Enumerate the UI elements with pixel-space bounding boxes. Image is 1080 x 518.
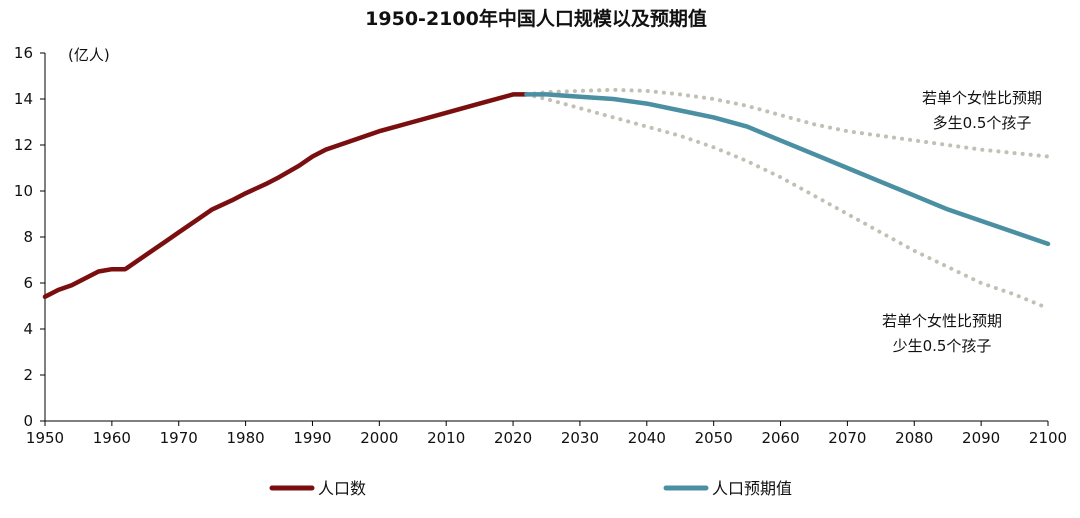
- y-tick-label: 16: [14, 44, 33, 62]
- x-tick-label: 2100: [1029, 429, 1067, 447]
- x-tick-label: 1950: [26, 429, 64, 447]
- annotation-high: 若单个女性比预期 多生0.5个孩子: [922, 89, 1042, 132]
- x-tick-label: 2010: [427, 429, 465, 447]
- low-fertility-scenario-line: [524, 92, 1050, 311]
- y-axis-ticks: 0 2 4 6 8 10 12 14 16: [14, 44, 45, 430]
- y-tick-label: 14: [14, 90, 33, 108]
- x-tick-label: 2060: [761, 429, 799, 447]
- annotation-high-line2: 多生0.5个孩子: [933, 114, 1032, 132]
- legend: 人口数 人口预期值: [269, 479, 792, 498]
- legend-label-population: 人口数: [318, 479, 366, 498]
- x-tick-label: 2080: [895, 429, 933, 447]
- population-series-line: [42, 92, 529, 300]
- series-layer: [42, 87, 1051, 311]
- x-tick-label: 2000: [360, 429, 398, 447]
- annotation-low-line2: 少生0.5个孩子: [893, 337, 992, 355]
- chart-title: 1950-2100年中国人口规模以及预期值: [365, 7, 707, 30]
- annotation-high-line1: 若单个女性比预期: [922, 89, 1042, 107]
- x-tick-label: 2030: [561, 429, 599, 447]
- x-tick-label: 1990: [293, 429, 331, 447]
- x-axis-ticks: 1950 1960 1970 1980 1990 2000 2010 2020 2030 2040…: [26, 421, 1067, 447]
- y-tick-label: 10: [14, 182, 33, 200]
- annotation-low-line1: 若单个女性比预期: [882, 312, 1002, 330]
- projection-series-line: [524, 92, 1051, 247]
- annotation-low: 若单个女性比预期 少生0.5个孩子: [882, 312, 1002, 355]
- y-tick-label: 6: [23, 274, 33, 292]
- legend-label-projection: 人口预期值: [712, 479, 792, 498]
- high-fertility-scenario-line: [524, 87, 1050, 159]
- x-tick-label: 2050: [695, 429, 733, 447]
- x-tick-label: 1960: [93, 429, 131, 447]
- x-tick-label: 1970: [160, 429, 198, 447]
- x-tick-label: 2040: [628, 429, 666, 447]
- y-tick-label: 0: [23, 412, 33, 430]
- x-tick-label: 2090: [962, 429, 1000, 447]
- y-tick-label: 12: [14, 136, 33, 154]
- y-axis-unit-label: (亿人): [68, 46, 110, 64]
- x-tick-label: 2020: [494, 429, 532, 447]
- x-tick-label: 2070: [828, 429, 866, 447]
- x-tick-label: 1980: [227, 429, 265, 447]
- y-tick-label: 8: [23, 228, 33, 246]
- axes: [44, 53, 1048, 422]
- y-tick-label: 4: [23, 320, 33, 338]
- y-tick-label: 2: [23, 366, 33, 384]
